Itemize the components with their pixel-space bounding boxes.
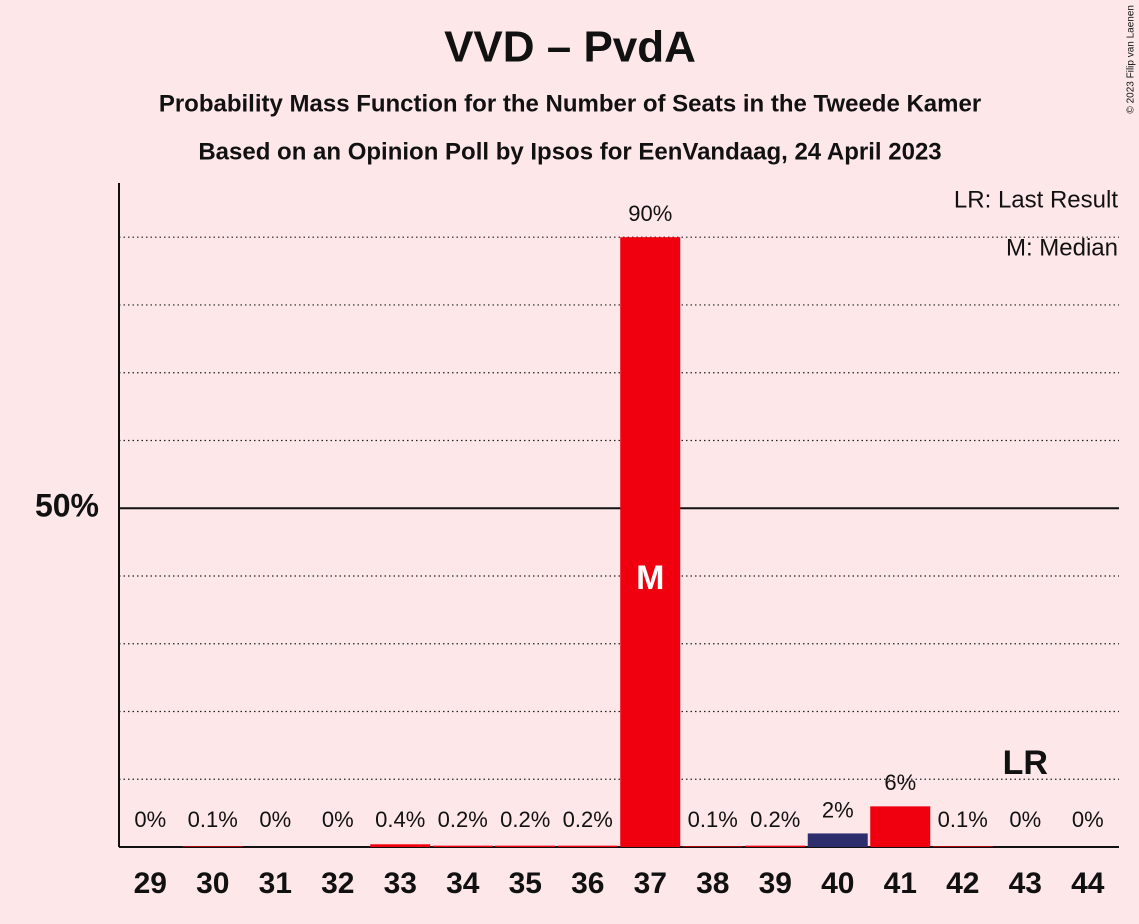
x-tick-label: 44 [1071, 867, 1105, 900]
value-label: 0.4% [375, 807, 425, 832]
value-label: 0% [1009, 807, 1041, 832]
legend-entry: M: Median [1006, 234, 1118, 261]
bar [682, 846, 743, 847]
bar [745, 845, 806, 847]
value-label: 0.2% [563, 807, 613, 832]
value-label: 0.1% [188, 807, 238, 832]
x-tick-label: 32 [321, 867, 354, 900]
value-label: 0.2% [438, 807, 488, 832]
x-tick-label: 34 [446, 867, 480, 900]
value-label: 0.2% [750, 807, 800, 832]
bar [432, 845, 493, 847]
x-tick-label: 36 [571, 867, 604, 900]
value-label: 0.1% [688, 807, 738, 832]
x-tick-label: 38 [696, 867, 729, 900]
x-tick-label: 33 [384, 867, 417, 900]
bar [557, 845, 618, 847]
x-tick-label: 41 [884, 867, 917, 900]
bar [620, 237, 681, 847]
x-tick-label: 30 [196, 867, 229, 900]
x-tick-label: 43 [1009, 867, 1042, 900]
bar [932, 846, 993, 847]
x-tick-label: 37 [634, 867, 667, 900]
annotation: LR [1003, 744, 1048, 782]
legend-entry: LR: Last Result [954, 186, 1118, 213]
bar [495, 845, 556, 847]
value-label: 6% [884, 770, 916, 795]
value-label: 0% [322, 807, 354, 832]
x-tick-label: 31 [259, 867, 292, 900]
value-label: 0% [134, 807, 166, 832]
value-label: 0% [259, 807, 291, 832]
x-tick-label: 39 [759, 867, 792, 900]
bar [807, 833, 868, 847]
value-label: 0% [1072, 807, 1104, 832]
x-tick-label: 29 [134, 867, 167, 900]
chart-subtitle: Probability Mass Function for the Number… [159, 90, 981, 117]
chart-title: VVD – PvdA [444, 23, 696, 72]
bar [370, 844, 431, 847]
value-label: 2% [822, 797, 854, 822]
bar [870, 806, 931, 847]
value-label: 0.1% [938, 807, 988, 832]
value-label: 0.2% [500, 807, 550, 832]
annotation: M [636, 559, 664, 597]
bar [182, 846, 243, 847]
value-label: 90% [628, 201, 672, 226]
y-tick-label: 50% [35, 488, 99, 524]
credit: © 2023 Filip van Laenen [1126, 5, 1137, 114]
x-tick-label: 35 [509, 867, 542, 900]
chart-subtitle: Based on an Opinion Poll by Ipsos for Ee… [198, 138, 941, 165]
x-tick-label: 42 [946, 867, 979, 900]
x-tick-label: 40 [821, 867, 854, 900]
